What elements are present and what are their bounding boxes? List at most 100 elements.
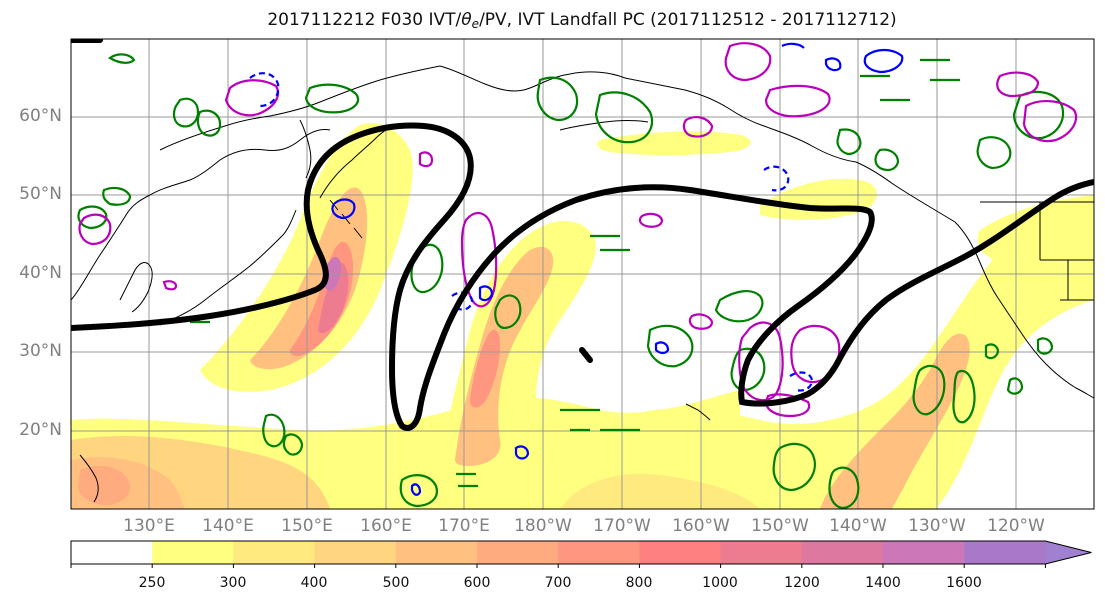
theta-e-contour bbox=[456, 472, 478, 488]
ivt-region-japan-river-inner bbox=[250, 187, 368, 370]
pv-contour-negative bbox=[410, 483, 422, 496]
pv-contour bbox=[418, 151, 434, 168]
theta-e-contour bbox=[714, 290, 764, 323]
pv-contour bbox=[764, 393, 811, 418]
theta-e-contour bbox=[1012, 90, 1065, 140]
longitude-label: 170°W bbox=[593, 516, 651, 536]
coastline-sakhalin bbox=[299, 119, 312, 179]
theta-e-contour bbox=[952, 369, 976, 424]
colorbar-tick-label: 250 bbox=[138, 575, 166, 591]
title-rest: /PV, IVT Landfall PC (2017112512 - 20171… bbox=[479, 10, 897, 30]
colorbar-tick-label: 1600 bbox=[946, 575, 982, 591]
ivt-region-alaska-gulf bbox=[597, 131, 751, 155]
theta-e-contours bbox=[77, 53, 1065, 509]
pv-contour-negative bbox=[781, 42, 805, 49]
latitude-label: 30°N bbox=[19, 341, 62, 361]
pv-contour bbox=[224, 79, 280, 117]
theta-e-contour bbox=[77, 205, 108, 230]
longitude-label: 150°E bbox=[281, 516, 333, 536]
longitude-label: 140°W bbox=[829, 516, 887, 536]
ivt-region-hawaii-band bbox=[560, 473, 760, 509]
colorbar-segment bbox=[639, 541, 722, 564]
latitude-label: 50°N bbox=[19, 184, 62, 204]
coastline-bc bbox=[855, 161, 956, 223]
latitude-label: 40°N bbox=[19, 263, 62, 283]
colorbar-tick-label: 700 bbox=[544, 575, 572, 591]
landfall-pc-contour-line bbox=[579, 347, 593, 363]
theta-e-contour bbox=[912, 364, 946, 416]
colorbar-tick-label: 500 bbox=[382, 575, 410, 591]
pv-contour-negative bbox=[863, 48, 904, 74]
colorbar bbox=[70, 540, 1092, 568]
theta-e-contour bbox=[1006, 377, 1024, 395]
theta-e-contour bbox=[560, 408, 640, 432]
coastline-hawaii bbox=[685, 403, 711, 421]
ivt-shading bbox=[71, 122, 1094, 509]
theta-e-contour bbox=[594, 91, 654, 144]
ivt-region-dateline-inner bbox=[455, 246, 554, 466]
colorbar-tick-label: 1000 bbox=[702, 575, 738, 591]
coastline-philippines bbox=[79, 454, 99, 503]
pv-contour-negative bbox=[249, 72, 280, 108]
coastline-alaska bbox=[624, 77, 857, 163]
ivt-region-central-pacific bbox=[620, 205, 1094, 509]
theta-e-contour bbox=[874, 148, 900, 172]
latitude-label: 60°N bbox=[19, 106, 62, 126]
longitude-label: 170°E bbox=[438, 516, 490, 536]
pv-contour bbox=[162, 280, 178, 291]
ivt-region-west-coast bbox=[977, 195, 1094, 264]
longitude-label: 120°W bbox=[987, 516, 1045, 536]
figure-title: 2017112212 F030 IVT/θe/PV, IVT Landfall … bbox=[70, 10, 1094, 31]
title-theta: θ bbox=[461, 10, 472, 30]
theta-e-contour bbox=[304, 83, 360, 114]
pv-contour bbox=[1022, 100, 1078, 143]
coastline-korea bbox=[119, 262, 153, 313]
map-frame bbox=[70, 38, 1095, 510]
pv-contour bbox=[638, 212, 664, 228]
pv-contour bbox=[764, 84, 831, 118]
latitude-label: 20°N bbox=[19, 420, 62, 440]
ivt-region-central-inner bbox=[820, 333, 970, 509]
theta-e-contour bbox=[984, 343, 1000, 360]
longitude-label: 130°W bbox=[908, 516, 966, 536]
pv-contour bbox=[996, 71, 1040, 98]
theta-e-contour bbox=[590, 234, 630, 252]
pv-negative-contours bbox=[249, 42, 904, 496]
landfall-pc-contour-line bbox=[71, 122, 1094, 431]
theta-e-contour bbox=[836, 128, 862, 156]
pv-contour-negative bbox=[789, 371, 814, 392]
pv-contour-negative bbox=[824, 57, 842, 72]
colorbar-segment bbox=[558, 541, 640, 564]
pv-contour-negative bbox=[514, 445, 530, 460]
pv-contour-negative bbox=[451, 291, 474, 311]
longitude-label: 140°E bbox=[202, 516, 254, 536]
colorbar-tick-label: 800 bbox=[625, 575, 653, 591]
colorbar-segment bbox=[395, 541, 478, 564]
ivt-region-dateline-core bbox=[470, 329, 500, 408]
theta-e-contour bbox=[172, 97, 200, 128]
theta-e-contour bbox=[772, 442, 816, 492]
colorbar-tick-label: 400 bbox=[300, 575, 328, 591]
theta-e-contour bbox=[828, 466, 860, 509]
longitude-label: 130°E bbox=[123, 516, 175, 536]
theta-e-contour bbox=[494, 294, 522, 330]
pv-contour-negative bbox=[654, 341, 670, 355]
colorbar-extend-arrow bbox=[1045, 541, 1092, 564]
coastline-siberia-north bbox=[159, 65, 441, 151]
colorbar-tick-label: 1400 bbox=[865, 575, 901, 591]
theta-e-contour bbox=[196, 109, 222, 137]
title-main: 2017112212 F030 IVT/ bbox=[267, 10, 462, 30]
map-layers bbox=[71, 39, 1094, 509]
longitude-label: 180°W bbox=[514, 516, 572, 536]
colorbar-segment bbox=[477, 541, 559, 564]
theta-e-contour bbox=[399, 474, 438, 508]
colorbar-segment bbox=[233, 541, 316, 564]
coastline-west-coast bbox=[954, 221, 1094, 399]
longitude-label: 150°W bbox=[751, 516, 809, 536]
colorbar-segment bbox=[720, 541, 803, 564]
colorbar-tick-label: 600 bbox=[463, 575, 491, 591]
colorbar-tick-label: 300 bbox=[219, 575, 247, 591]
pv-contour bbox=[78, 213, 112, 246]
pv-contour bbox=[724, 42, 772, 82]
